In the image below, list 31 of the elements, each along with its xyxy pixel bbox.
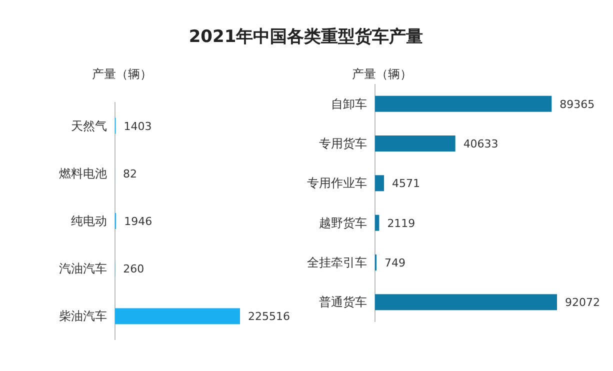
y-tick-label: 天然气: [71, 118, 107, 133]
data-label: 40633: [463, 138, 498, 150]
data-label: 1946: [124, 215, 152, 228]
bar: [375, 136, 456, 152]
y-tick-label: 专用作业车: [307, 176, 367, 190]
y-tick-label: 纯电动: [71, 214, 107, 228]
data-label: 749: [384, 256, 406, 270]
y-tick-label: 柴油汽车: [59, 309, 107, 324]
bar: [115, 308, 240, 324]
data-label: 1403: [124, 120, 152, 133]
y-tick-label: 汽油汽车: [59, 262, 107, 276]
y-tick-label: 自卸车: [331, 96, 367, 111]
bar: [375, 214, 380, 231]
data-label: 92072: [565, 296, 600, 310]
x-axis-title: 产量（辆）: [92, 67, 152, 81]
x-axis-title: 产量（辆）: [352, 67, 412, 81]
data-label: 225516: [248, 310, 290, 324]
data-label: 82: [123, 167, 138, 180]
bar: [375, 175, 384, 192]
data-label: 4571: [392, 177, 420, 190]
text: 2021年中国各类重型货车产量: [188, 27, 424, 47]
bar: [375, 96, 552, 112]
data-label: 89365: [560, 98, 595, 111]
data-label: 2119: [387, 216, 416, 230]
y-tick-label: 越野货车: [319, 216, 367, 230]
bar: [375, 294, 557, 310]
y-tick-label: 普通货车: [319, 295, 367, 310]
y-tick-label: 专用货车: [319, 136, 367, 150]
data-label: 260: [123, 262, 144, 276]
y-tick-label: 燃料电池: [59, 166, 107, 180]
y-tick-label: 全挂牵引车: [307, 256, 367, 270]
